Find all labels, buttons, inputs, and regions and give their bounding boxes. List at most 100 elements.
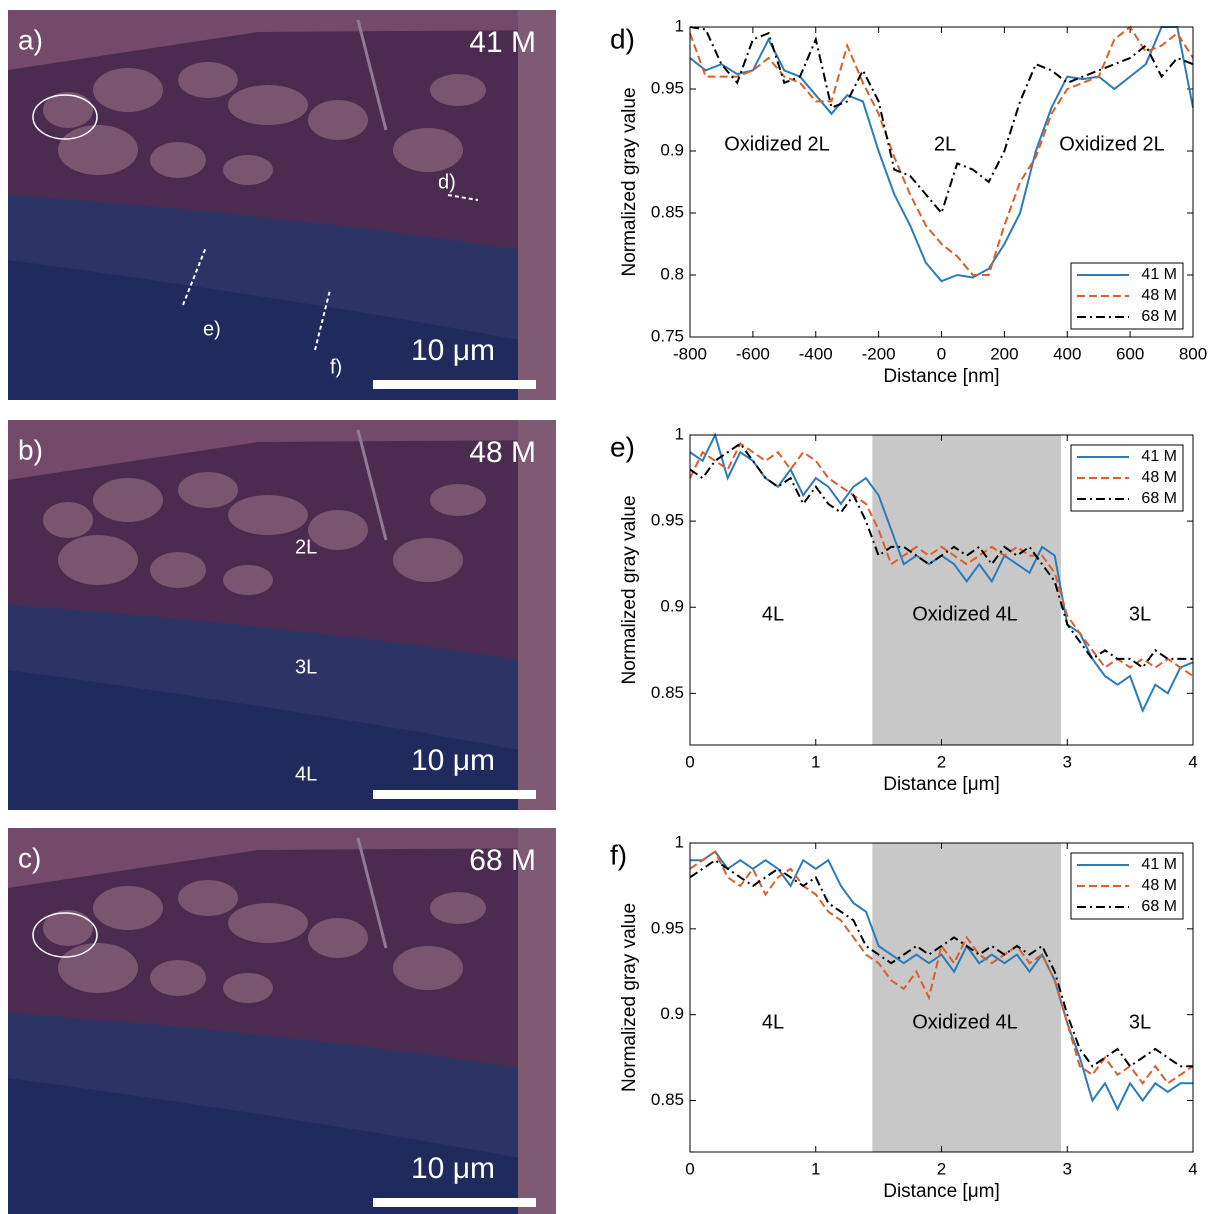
- image-blob: [43, 502, 93, 538]
- x-tick-label: -200: [862, 344, 896, 363]
- magnification-label: 41 M: [469, 26, 536, 59]
- image-top-region: [8, 10, 556, 70]
- panel-label: d): [610, 23, 635, 54]
- image-blob: [430, 74, 486, 106]
- plot-frame: [689, 842, 1194, 1153]
- x-tick-label: 2: [937, 1159, 946, 1178]
- x-tick-label: -400: [799, 344, 833, 363]
- image-blob: [223, 973, 273, 1003]
- region-label: Oxidized 4L: [912, 1011, 1018, 1033]
- y-tick-label: 0.85: [651, 202, 684, 221]
- image-annotation: f): [330, 356, 342, 378]
- x-tick-label: 2: [937, 752, 946, 771]
- image-blob: [178, 880, 238, 916]
- region-label: Oxidized 2L: [1059, 133, 1165, 155]
- image-blob: [58, 535, 138, 585]
- region-label: 3L: [1129, 603, 1151, 625]
- x-tick-label: 4: [1188, 752, 1197, 771]
- scale-bar: [373, 790, 536, 799]
- image-blue-dark: [8, 260, 520, 400]
- y-tick-label: 0.9: [660, 140, 684, 159]
- image-blob: [228, 85, 308, 125]
- image-blob: [93, 886, 163, 930]
- image-blob: [228, 495, 308, 535]
- region-label: Oxidized 4L: [912, 603, 1018, 625]
- image-blob: [430, 484, 486, 516]
- y-tick-label: 0.95: [651, 918, 684, 937]
- image-blue-dark: [8, 1078, 520, 1214]
- scale-bar-label: 10 μm: [411, 334, 495, 367]
- image-annotation: d): [438, 171, 456, 193]
- scale-bar-label: 10 μm: [411, 744, 495, 777]
- x-axis-title: Distance [nm]: [883, 366, 999, 387]
- plot-frame: [689, 26, 1194, 338]
- panel-label: e): [610, 431, 635, 462]
- image-blob: [43, 92, 93, 128]
- y-tick-label: 0.95: [651, 78, 684, 97]
- region-label: 3L: [1129, 1011, 1151, 1033]
- image-blob: [150, 142, 206, 178]
- x-axis-title: Distance [μm]: [883, 1181, 1000, 1202]
- image-edge: [518, 828, 556, 1214]
- legend-label: 68 M: [1141, 490, 1177, 507]
- marker-ellipse: [32, 912, 98, 958]
- image-crack: [356, 429, 388, 541]
- profile-line: [447, 194, 479, 201]
- x-tick-label: 4: [1188, 1159, 1197, 1178]
- y-tick-label: 0.9: [660, 597, 684, 616]
- y-tick-label: 0.8: [660, 264, 684, 283]
- legend-label: 41 M: [1141, 266, 1177, 283]
- image-blob: [150, 552, 206, 588]
- image-blob: [178, 472, 238, 508]
- legend-label: 68 M: [1141, 308, 1177, 325]
- magnification-label: 48 M: [469, 436, 536, 469]
- image-blob: [150, 960, 206, 996]
- image-blob: [393, 128, 463, 172]
- profile-line: [314, 289, 331, 351]
- legend-label: 41 M: [1141, 856, 1177, 873]
- x-tick-label: 1: [811, 1159, 820, 1178]
- scale-bar-label: 10 μm: [411, 1152, 495, 1185]
- image-crack: [356, 19, 388, 131]
- data-line: [689, 850, 1194, 1085]
- data-line: [689, 442, 1194, 677]
- panel-label: c): [18, 842, 41, 873]
- image-annotation: 3L: [295, 656, 317, 678]
- image-blob: [58, 125, 138, 175]
- y-tick-label: 0.85: [651, 683, 684, 702]
- x-tick-label: 200: [990, 344, 1018, 363]
- y-tick-label: 0.75: [651, 326, 684, 345]
- scale-bar: [373, 1198, 536, 1207]
- image-blob: [308, 510, 368, 550]
- panel-label: f): [610, 839, 627, 870]
- image-annotation: 2L: [295, 536, 317, 558]
- data-line: [689, 858, 1193, 1068]
- data-line: [689, 26, 1194, 216]
- y-tick-label: 1: [675, 832, 684, 851]
- image-blob: [178, 62, 238, 98]
- image-blob: [43, 910, 93, 946]
- profile-line: [182, 246, 207, 306]
- y-axis-title: Normalized gray value: [619, 495, 640, 684]
- shaded-region: [872, 843, 1061, 1152]
- image-blob: [393, 538, 463, 582]
- legend-label: 68 M: [1141, 898, 1177, 915]
- x-tick-label: 800: [1179, 344, 1207, 363]
- region-label: 4L: [762, 603, 784, 625]
- image-crack: [356, 837, 388, 949]
- image-blob: [228, 903, 308, 943]
- shaded-region: [872, 435, 1061, 745]
- image-annotation: 4L: [295, 763, 317, 785]
- x-tick-label: 3: [1063, 1159, 1072, 1178]
- image-annotation: e): [203, 318, 221, 340]
- panel-label: b): [18, 434, 43, 465]
- micrograph: a) 41 M 10 μm d) e) f): [8, 10, 556, 400]
- image-blob: [393, 946, 463, 990]
- marker-ellipse: [32, 94, 98, 140]
- x-tick-label: 600: [1116, 344, 1144, 363]
- image-blob: [93, 478, 163, 522]
- magnification-label: 68 M: [469, 844, 536, 877]
- y-axis-title: Normalized gray value: [619, 903, 640, 1092]
- image-edge: [518, 10, 556, 400]
